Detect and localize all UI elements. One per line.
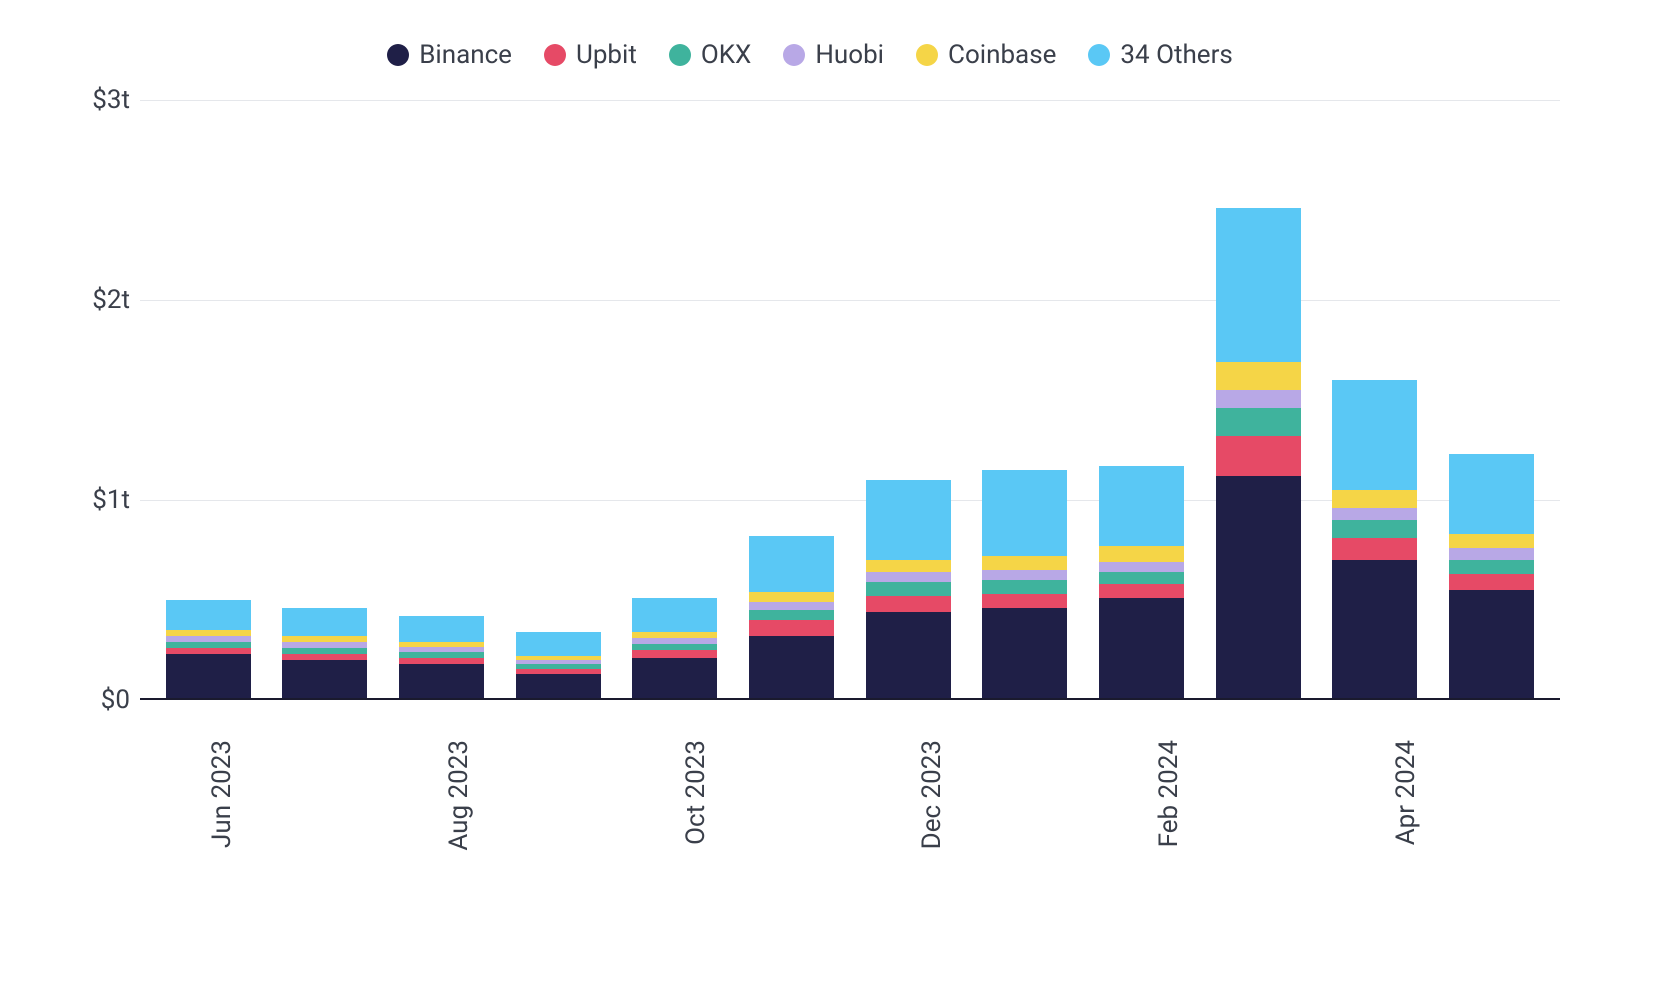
plot-area: $0$1t$2t$3t	[140, 100, 1560, 700]
legend-item[interactable]: Huobi	[783, 40, 884, 70]
x-tick-label: Aug 2023	[444, 740, 474, 851]
bar-segment[interactable]	[1332, 508, 1417, 520]
bar-segment[interactable]	[1099, 562, 1184, 572]
bar-group[interactable]	[749, 536, 834, 700]
legend-label: 34 Others	[1120, 40, 1232, 70]
bar-segment[interactable]	[632, 650, 717, 658]
legend-dot-icon	[1088, 44, 1110, 66]
bar-segment[interactable]	[166, 654, 251, 700]
bar-segment[interactable]	[1099, 546, 1184, 562]
bar-segment[interactable]	[1216, 362, 1301, 390]
legend-item[interactable]: Upbit	[544, 40, 637, 70]
bar-segment[interactable]	[166, 600, 251, 630]
bar-segment[interactable]	[282, 608, 367, 636]
bar-segment[interactable]	[1216, 436, 1301, 476]
y-tick-label: $3t	[50, 85, 130, 115]
bar-segment[interactable]	[749, 592, 834, 602]
legend-dot-icon	[544, 44, 566, 66]
bar-segment[interactable]	[1449, 534, 1534, 548]
legend-label: Huobi	[815, 40, 884, 70]
y-tick-label: $1t	[50, 485, 130, 515]
bar-segment[interactable]	[982, 570, 1067, 580]
legend-dot-icon	[783, 44, 805, 66]
bar-segment[interactable]	[866, 560, 951, 572]
bar-group[interactable]	[516, 632, 601, 700]
bar-group[interactable]	[866, 480, 951, 700]
legend: Binance Upbit OKX Huobi Coinbase 34 Others	[20, 20, 1600, 100]
legend-item[interactable]: Binance	[387, 40, 512, 70]
bar-segment[interactable]	[1332, 490, 1417, 508]
bar-segment[interactable]	[1332, 560, 1417, 700]
x-tick-label: Feb 2024	[1154, 740, 1184, 847]
bar-segment[interactable]	[982, 594, 1067, 608]
bar-segment[interactable]	[632, 658, 717, 700]
legend-item[interactable]: OKX	[669, 40, 752, 70]
x-tick-label: Apr 2024	[1391, 740, 1421, 845]
bar-group[interactable]	[1332, 380, 1417, 700]
bar-group[interactable]	[399, 616, 484, 700]
legend-dot-icon	[669, 44, 691, 66]
bar-segment[interactable]	[1216, 390, 1301, 408]
legend-label: Coinbase	[948, 40, 1056, 70]
bar-segment[interactable]	[1449, 590, 1534, 700]
bar-segment[interactable]	[1332, 380, 1417, 490]
bar-segment[interactable]	[632, 598, 717, 632]
bar-segment[interactable]	[399, 664, 484, 700]
bar-segment[interactable]	[1099, 466, 1184, 546]
bar-segment[interactable]	[399, 616, 484, 642]
bar-segment[interactable]	[1099, 572, 1184, 584]
bar-segment[interactable]	[1449, 454, 1534, 534]
bar-segment[interactable]	[1216, 476, 1301, 700]
legend-label: Upbit	[576, 40, 637, 70]
bar-segment[interactable]	[866, 596, 951, 612]
x-axis-labels: Jun 2023 Aug 2023 Oct 2023 Dec 2023 Feb 2024…	[140, 740, 1560, 940]
bar-group[interactable]	[1099, 466, 1184, 700]
bar-segment[interactable]	[982, 470, 1067, 556]
x-tick-label: Jun 2023	[207, 740, 237, 848]
bar-segment[interactable]	[516, 674, 601, 700]
bar-segment[interactable]	[1449, 560, 1534, 574]
bar-group[interactable]	[166, 600, 251, 700]
x-axis-line	[140, 698, 1560, 700]
legend-item[interactable]: 34 Others	[1088, 40, 1232, 70]
bar-segment[interactable]	[982, 556, 1067, 570]
bar-group[interactable]	[982, 470, 1067, 700]
bar-group[interactable]	[632, 598, 717, 700]
bar-segment[interactable]	[1449, 548, 1534, 560]
bar-group[interactable]	[282, 608, 367, 700]
bar-segment[interactable]	[1332, 520, 1417, 538]
x-tick-label: Dec 2023	[917, 740, 947, 849]
bar-segment[interactable]	[866, 612, 951, 700]
bar-segment[interactable]	[749, 602, 834, 610]
bar-segment[interactable]	[749, 610, 834, 620]
chart-container: Binance Upbit OKX Huobi Coinbase 34 Others $0…	[0, 0, 1660, 1004]
legend-label: OKX	[701, 40, 752, 70]
bar-segment[interactable]	[1099, 598, 1184, 700]
legend-dot-icon	[387, 44, 409, 66]
bar-segment[interactable]	[1449, 574, 1534, 590]
y-tick-label: $0	[50, 685, 130, 715]
bar-segment[interactable]	[282, 660, 367, 700]
bar-segment[interactable]	[866, 480, 951, 560]
legend-label: Binance	[419, 40, 512, 70]
legend-dot-icon	[916, 44, 938, 66]
bar-group[interactable]	[1449, 454, 1534, 700]
x-tick-label: Oct 2023	[681, 740, 711, 845]
bar-segment[interactable]	[1216, 208, 1301, 362]
bar-segment[interactable]	[749, 620, 834, 636]
bar-segment[interactable]	[1332, 538, 1417, 560]
bar-segment[interactable]	[1216, 408, 1301, 436]
bar-segment[interactable]	[982, 608, 1067, 700]
bar-group[interactable]	[1216, 208, 1301, 700]
legend-item[interactable]: Coinbase	[916, 40, 1056, 70]
bar-segment[interactable]	[749, 536, 834, 592]
bar-segment[interactable]	[1099, 584, 1184, 598]
bar-segment[interactable]	[866, 582, 951, 596]
bar-segment[interactable]	[516, 632, 601, 656]
y-tick-label: $2t	[50, 285, 130, 315]
bar-segment[interactable]	[982, 580, 1067, 594]
bars-container	[140, 100, 1560, 700]
bar-segment[interactable]	[866, 572, 951, 582]
bar-segment[interactable]	[749, 636, 834, 700]
